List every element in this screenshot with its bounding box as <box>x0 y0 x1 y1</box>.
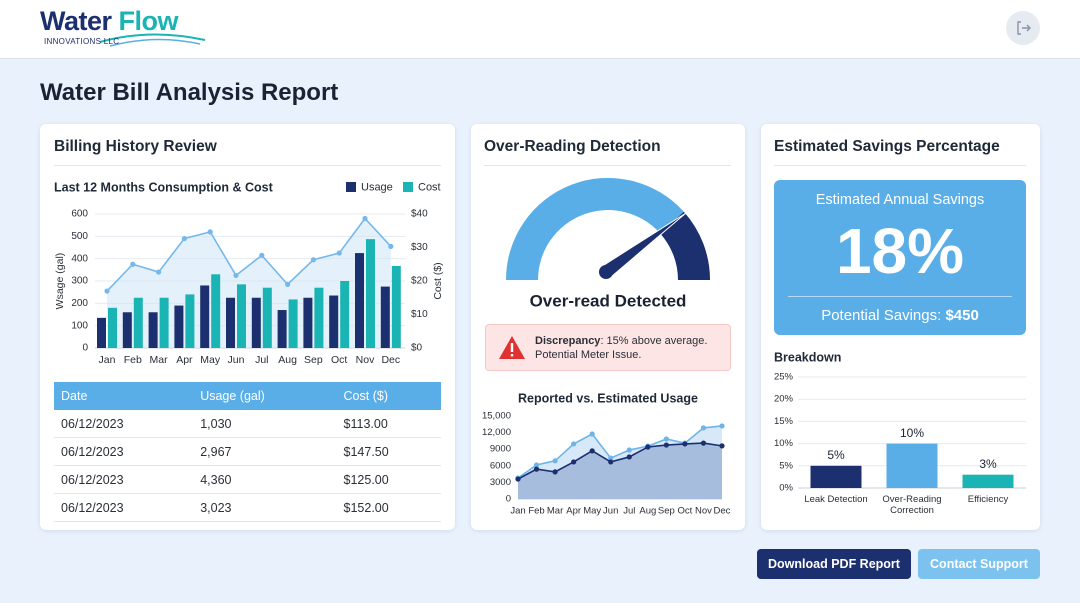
table-cell: 06/12/2023 <box>54 437 194 466</box>
savings-box: Estimated Annual Savings 18% Potential S… <box>774 180 1026 335</box>
header: Water Flow INNOVATIONS LLC <box>0 0 1080 59</box>
divider <box>774 165 1026 166</box>
divider <box>788 296 1012 297</box>
column-header: Cost ($) <box>336 382 441 410</box>
logo-word: Water <box>40 6 112 36</box>
potential-label: Potential Savings: <box>821 307 942 324</box>
alert: Discrepancy: 15% above average. Potentia… <box>485 324 731 371</box>
table-row: 06/12/2023 2,967 $147.50 <box>54 437 441 466</box>
divider <box>484 165 731 166</box>
logout-icon <box>1017 21 1031 35</box>
table-cell: 3,023 <box>193 493 337 522</box>
logo: Water Flow <box>40 6 179 37</box>
table-cell: $113.00 <box>336 410 441 438</box>
page-title: Water Bill Analysis Report <box>40 79 339 106</box>
alert-detail: Potential Meter Issue. <box>535 349 642 361</box>
panel-title: Billing History Review <box>54 138 217 155</box>
table-cell: $147.50 <box>336 437 441 466</box>
alert-icon <box>499 336 525 359</box>
alert-message: : 15% above average. <box>600 335 708 347</box>
billing-table: Date Usage (gal) Cost ($) 06/12/2023 1,030 $1… <box>54 382 441 522</box>
download-button[interactable]: Download PDF Report <box>757 549 911 579</box>
table-row: 06/12/2023 3,023 $152.00 <box>54 493 441 522</box>
savings-percent: 18% <box>835 215 965 287</box>
panel-title: Estimated Savings Percentage <box>774 138 1000 155</box>
alert-text: Discrepancy: 15% above average. Potentia… <box>535 334 707 362</box>
logo-sub: INNOVATIONS LLC <box>44 37 120 46</box>
potential-value: $450 <box>945 307 979 324</box>
table-row: 06/12/2023 4,360 $125.00 <box>54 465 441 494</box>
table-cell: $152.00 <box>336 493 441 522</box>
table-cell: 06/12/2023 <box>54 493 194 522</box>
potential-savings: Potential Savings: $450 <box>774 307 1026 324</box>
table-header: Date Usage (gal) Cost ($) <box>54 382 441 410</box>
savings-title: Estimated Annual Savings <box>815 192 985 208</box>
table-cell: 2,967 <box>193 437 337 466</box>
table-body: 06/12/2023 1,030 $113.00 06/12/2023 2,967 $14… <box>54 410 441 522</box>
logo-wave <box>99 33 206 47</box>
x-tick-label: Leak Detection <box>804 494 868 505</box>
table-row: 06/12/2023 1,030 $113.00 <box>54 410 441 438</box>
divider <box>54 165 441 166</box>
table-cell: 1,030 <box>193 410 337 438</box>
table-cell: 4,360 <box>193 465 337 494</box>
x-tick-label: Efficiency <box>967 494 1009 505</box>
table-cell: 06/12/2023 <box>54 465 194 494</box>
x-tick-label: Over-Reading Correction <box>882 494 942 516</box>
column-header: Date <box>54 382 194 410</box>
table-cell: $125.00 <box>336 465 441 494</box>
alert-label: Discrepancy <box>535 335 601 347</box>
logout-button[interactable] <box>1006 11 1040 45</box>
logo-word: Flow <box>118 6 179 36</box>
column-header: Usage (gal) <box>193 382 337 410</box>
table-wrap: Date Usage (gal) Cost ($) 06/12/2023 1,030 $1… <box>54 382 441 522</box>
support-button[interactable]: Contact Support <box>918 549 1040 579</box>
table-cell: 06/12/2023 <box>54 410 194 438</box>
panel-title: Over-Reading Detection <box>484 138 661 155</box>
